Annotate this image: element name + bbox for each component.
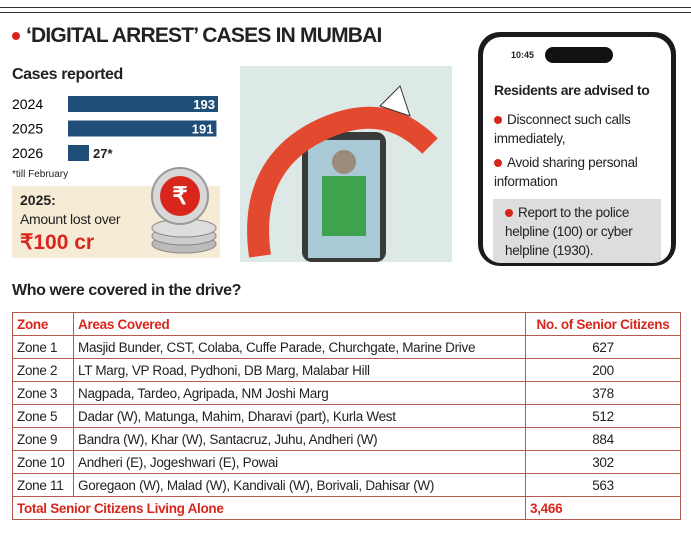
value-label: 191 <box>192 122 214 137</box>
table-row: Zone 2 LT Marg, VP Road, Pydhoni, DB Marg… <box>12 358 681 382</box>
illustration <box>240 66 452 262</box>
loss-box: 2025: Amount lost over ₹100 cr ₹ <box>12 167 220 258</box>
header-row: Zone Areas Covered No. of Senior Citizens <box>12 312 681 336</box>
bar <box>68 96 218 112</box>
footnote: *till February <box>12 169 69 180</box>
table-row: Zone 10 Andheri (E), Jogeshwari (E), Powa… <box>12 450 681 474</box>
page-title: ‘DIGITAL ARREST’ CASES IN MUMBAI <box>12 24 382 48</box>
chart-title: Cases reported <box>12 66 123 83</box>
column-header: No. of Senior Citizens <box>525 312 681 336</box>
category-label: 2025 <box>12 121 43 137</box>
table-title: Who were covered in the drive? <box>12 282 241 299</box>
advice-item: Disconnect such calls immediately, <box>494 110 666 148</box>
table-cell: LT Marg, VP Road, Pydhoni, DB Marg, Mala… <box>73 358 526 382</box>
bar-chart: 2024 193 2025 191 2026 27* <box>12 96 218 161</box>
table-cell: Zone 1 <box>12 335 74 359</box>
svg-text:₹: ₹ <box>172 183 187 210</box>
table-cell: Masjid Bunder, CST, Colaba, Cuffe Parade… <box>73 335 526 359</box>
advice-box: Report to the police helpline (100) or c… <box>493 199 661 263</box>
table-cell: Dadar (W), Matunga, Mahim, Dharavi (part… <box>73 404 526 428</box>
phone: 10:45 Residents are advised to Disconnec… <box>478 32 676 266</box>
table-cell: Goregaon (W), Malad (W), Kandivali (W), … <box>73 473 526 497</box>
table-cell: Zone 2 <box>12 358 74 382</box>
advice-item: Avoid sharing personal information <box>494 153 666 191</box>
notch <box>545 47 613 63</box>
table-cell: 200 <box>525 358 681 382</box>
value-label: 27* <box>93 146 113 161</box>
table-cell: Zone 3 <box>12 381 74 405</box>
advice-item: Report to the police helpline (100) or c… <box>505 203 655 260</box>
coins: ₹ <box>151 167 217 254</box>
table-cell: Bandra (W), Khar (W), Santacruz, Juhu, A… <box>73 427 526 451</box>
table-cell: Andheri (E), Jogeshwari (E), Powai <box>73 450 526 474</box>
bar <box>68 120 217 137</box>
table-cell: Nagpada, Tardeo, Agripada, NM Joshi Marg <box>73 381 526 405</box>
table-row: Zone 11 Goregaon (W), Malad (W), Kandival… <box>12 473 681 497</box>
table-cell: 378 <box>525 381 681 405</box>
column-header: Zone <box>12 312 74 336</box>
table-cell: 627 <box>525 335 681 359</box>
table-cell: Zone 10 <box>12 450 74 474</box>
total-row: Total Senior Citizens Living Alone 3,466 <box>12 496 681 520</box>
top-rule <box>0 7 691 13</box>
table-cell: Zone 9 <box>12 427 74 451</box>
table-cell: 563 <box>525 473 681 497</box>
total-value: 3,466 <box>525 496 681 520</box>
table-cell: 884 <box>525 427 681 451</box>
table-cell: 512 <box>525 404 681 428</box>
table-cell: Zone 5 <box>12 404 74 428</box>
category-label: 2026 <box>12 145 43 161</box>
value-label: 193 <box>193 97 215 112</box>
phone-screen: 10:45 Residents are advised to Disconnec… <box>483 37 671 263</box>
table-row: Zone 1 Masjid Bunder, CST, Colaba, Cuffe … <box>12 335 681 359</box>
loss-amount: ₹100 cr <box>20 231 95 254</box>
column-header: Areas Covered <box>73 312 526 336</box>
table-row: Zone 5 Dadar (W), Matunga, Mahim, Dharavi… <box>12 404 681 428</box>
total-label: Total Senior Citizens Living Alone <box>12 496 526 520</box>
bar <box>68 145 89 161</box>
loss-text: Amount lost over <box>20 211 121 227</box>
table-row: Zone 3 Nagpada, Tardeo, Agripada, NM Josh… <box>12 381 681 405</box>
table-cell: Zone 11 <box>12 473 74 497</box>
category-label: 2024 <box>12 96 43 112</box>
table-cell: 302 <box>525 450 681 474</box>
phone-time: 10:45 <box>511 50 535 60</box>
zone-table: Zone Areas Covered No. of Senior Citizens Z… <box>12 312 681 520</box>
phone-heading: Residents are advised to <box>494 82 650 98</box>
loss-label: 2025: <box>20 192 56 208</box>
table-row: Zone 9 Bandra (W), Khar (W), Santacruz, J… <box>12 427 681 451</box>
